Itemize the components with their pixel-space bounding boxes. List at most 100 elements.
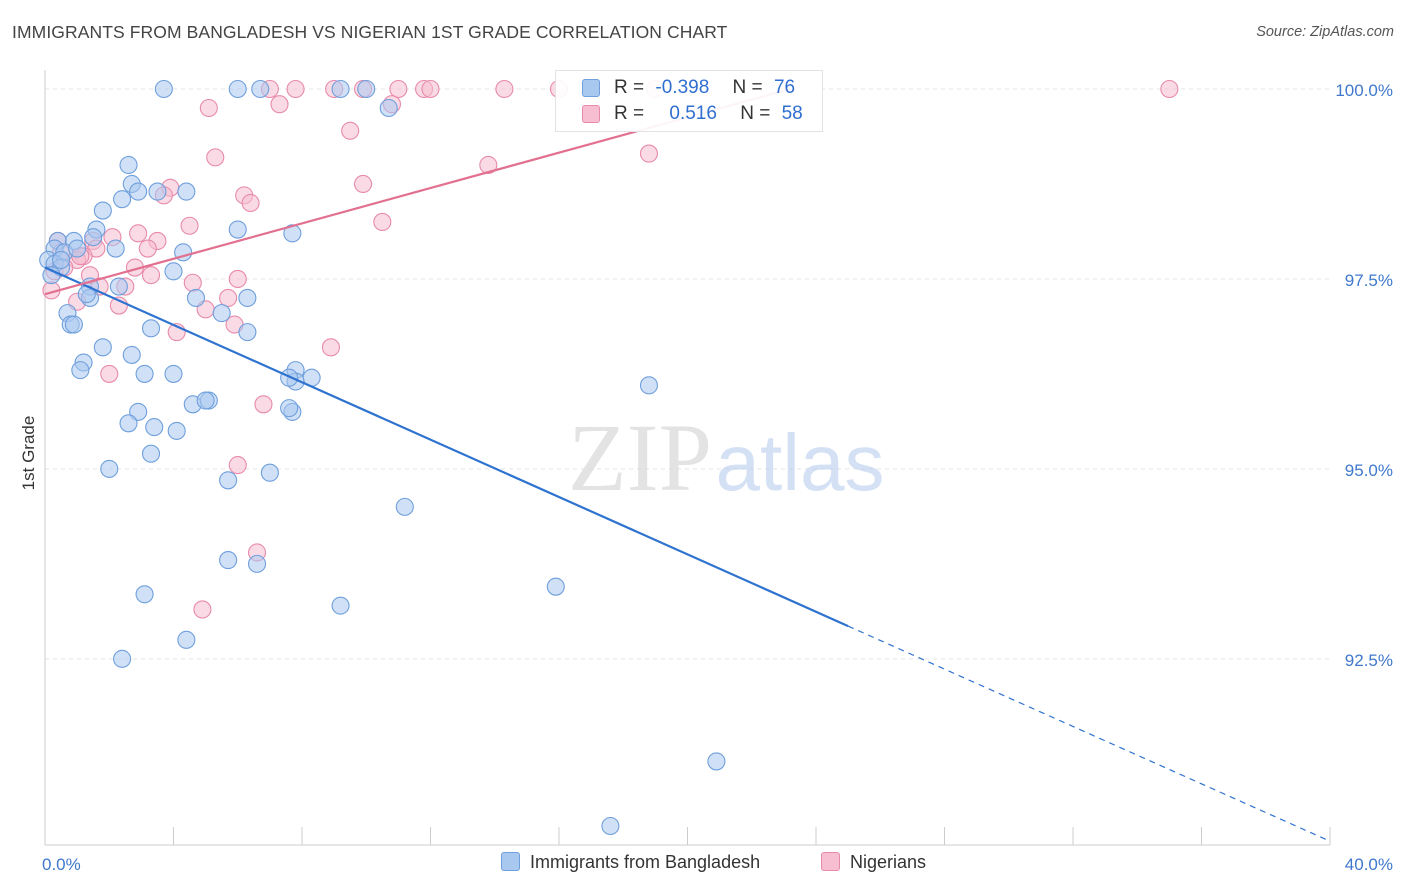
point-bangladesh xyxy=(238,323,257,342)
point-bangladesh xyxy=(129,182,148,201)
point-bangladesh xyxy=(71,361,90,380)
point-bangladesh xyxy=(135,364,154,383)
legend-swatch-blue xyxy=(582,79,600,97)
series-nigerians xyxy=(42,79,1179,619)
bottom-legend-bangladesh[interactable]: Immigrants from Bangladesh xyxy=(501,852,760,873)
axis-layer: 92.5% 95.0% 97.5% 100.0% 0.0% 40.0% xyxy=(42,70,1393,874)
point-nigerians xyxy=(639,144,659,163)
legend-n-value-blue: 76 xyxy=(773,77,796,98)
point-bangladesh xyxy=(177,630,196,649)
bottom-legend-swatch-blue xyxy=(501,852,520,871)
point-bangladesh xyxy=(122,345,141,364)
point-bangladesh xyxy=(106,239,125,258)
point-bangladesh xyxy=(42,266,61,285)
point-nigerians xyxy=(421,79,440,99)
watermark: ZIP atlas xyxy=(568,404,884,511)
point-bangladesh xyxy=(119,155,138,175)
point-nigerians xyxy=(228,269,247,288)
point-nigerians xyxy=(129,224,148,243)
point-bangladesh xyxy=(228,220,247,239)
point-nigerians xyxy=(228,456,247,475)
point-bangladesh xyxy=(177,182,196,201)
point-nigerians xyxy=(100,364,119,383)
point-bangladesh xyxy=(212,304,231,323)
legend-n-label: N = xyxy=(740,103,771,124)
point-bangladesh xyxy=(64,315,83,334)
point-nigerians xyxy=(254,395,273,414)
point-nigerians xyxy=(180,216,199,235)
legend-r-label: R = xyxy=(614,103,645,124)
point-bangladesh xyxy=(196,391,215,410)
point-nigerians xyxy=(341,121,360,140)
point-bangladesh xyxy=(109,277,128,296)
series-bangladesh xyxy=(39,79,726,836)
point-nigerians xyxy=(199,98,218,118)
point-bangladesh xyxy=(379,98,398,118)
point-nigerians xyxy=(321,338,340,357)
point-bangladesh xyxy=(331,596,350,615)
point-bangladesh xyxy=(167,421,186,440)
bottom-legend-nigerians[interactable]: Nigerians xyxy=(821,852,926,873)
point-nigerians xyxy=(219,288,238,307)
y-tick-label: 92.5% xyxy=(1345,651,1393,670)
watermark-zip: ZIP xyxy=(568,404,712,511)
point-nigerians xyxy=(241,193,260,213)
point-nigerians xyxy=(183,273,202,292)
point-nigerians xyxy=(193,600,212,619)
point-bangladesh xyxy=(141,444,161,463)
legend-r-label: R = xyxy=(614,77,645,98)
point-bangladesh xyxy=(113,190,132,209)
point-bangladesh xyxy=(395,497,414,516)
point-bangladesh xyxy=(238,288,257,307)
point-nigerians xyxy=(373,212,392,232)
point-bangladesh xyxy=(546,577,565,596)
trend-line-bangladesh xyxy=(44,266,849,628)
point-bangladesh xyxy=(186,288,206,307)
point-bangladesh xyxy=(357,79,376,99)
legend-n-label: N = xyxy=(732,77,763,98)
bottom-legend-label-bangladesh: Immigrants from Bangladesh xyxy=(530,852,761,872)
legend-r-value-pink: 0.516 xyxy=(669,103,717,124)
bottom-legend-label-nigerians: Nigerians xyxy=(850,852,927,872)
point-bangladesh xyxy=(119,414,138,433)
point-bangladesh xyxy=(219,471,238,490)
point-nigerians xyxy=(206,148,225,167)
point-bangladesh xyxy=(154,79,173,99)
point-bangladesh xyxy=(247,554,267,573)
legend-swatch-pink xyxy=(582,105,600,123)
point-bangladesh xyxy=(113,649,132,668)
legend-n-value-pink: 58 xyxy=(781,103,803,124)
y-tick-label: 100.0% xyxy=(1335,81,1393,100)
point-bangladesh xyxy=(100,459,119,478)
correlation-legend: R = -0.398 N = 76 R = 0.516 N = 58 xyxy=(555,70,823,132)
point-bangladesh xyxy=(52,250,71,270)
point-bangladesh xyxy=(84,228,103,247)
point-bangladesh xyxy=(219,551,238,570)
source-label: Source: ZipAtlas.com xyxy=(1256,24,1394,40)
y-tick-label: 95.0% xyxy=(1345,461,1393,480)
point-nigerians xyxy=(495,79,514,99)
point-nigerians xyxy=(141,266,161,285)
point-bangladesh xyxy=(145,418,164,437)
point-bangladesh xyxy=(260,463,279,482)
y-tick-label: 97.5% xyxy=(1345,271,1393,290)
x-tick-label: 0.0% xyxy=(42,855,81,874)
bottom-legend-swatch-pink xyxy=(821,852,840,871)
point-bangladesh xyxy=(331,79,350,99)
legend-r-value-blue: -0.398 xyxy=(655,77,710,98)
point-bangladesh xyxy=(707,752,726,771)
y-axis-title: 1st Grade xyxy=(19,416,38,491)
point-bangladesh xyxy=(93,338,112,357)
point-bangladesh xyxy=(93,201,112,220)
point-bangladesh xyxy=(68,239,87,258)
point-bangladesh xyxy=(283,224,302,243)
chart-title: IMMIGRANTS FROM BANGLADESH VS NIGERIAN 1… xyxy=(12,22,728,42)
watermark-atlas: atlas xyxy=(716,418,885,507)
grid-layer xyxy=(45,88,1330,660)
point-nigerians xyxy=(270,95,289,114)
point-nigerians xyxy=(138,239,157,258)
point-nigerians xyxy=(389,79,408,99)
point-bangladesh xyxy=(228,79,247,99)
point-bangladesh xyxy=(280,399,299,418)
